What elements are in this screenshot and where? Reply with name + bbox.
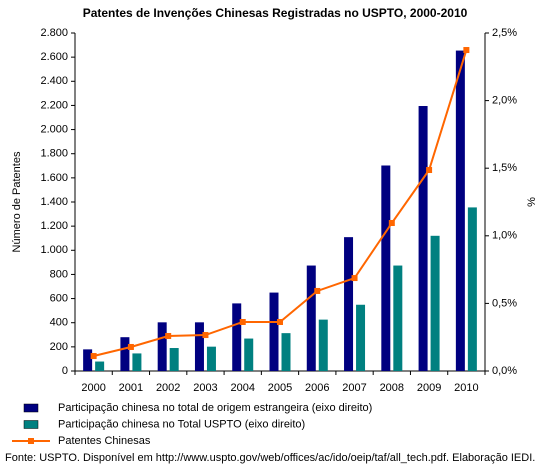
bar [120, 337, 130, 371]
y-tick-label: 2.800 [40, 27, 68, 39]
y-tick-label: 2.600 [40, 51, 68, 63]
x-tick-label: 2006 [305, 382, 329, 394]
x-tick-label: 2001 [119, 382, 143, 394]
bar [344, 237, 354, 371]
bar [169, 348, 179, 371]
legend-label: Participação chinesa no Total USPTO (eix… [58, 418, 305, 430]
bar [244, 338, 254, 371]
y-tick-label: 2.400 [40, 75, 68, 87]
y-tick-label: 1.800 [40, 148, 68, 160]
legend-swatch [28, 438, 34, 444]
x-tick-label: 2000 [81, 382, 105, 394]
bar [206, 346, 216, 371]
legend-swatch [23, 420, 39, 429]
x-tick-label: 2009 [417, 382, 441, 394]
line-marker [314, 287, 321, 294]
line-marker [351, 275, 358, 282]
line-marker [90, 353, 97, 360]
line-marker [426, 167, 433, 174]
y-tick-label: 2.000 [40, 123, 68, 135]
y-axis-label: Número de Patentes [11, 151, 23, 252]
legend-label: Participação chinesa no total de origem … [58, 402, 372, 414]
source-note: Fonte: USPTO. Disponível em http://www.u… [5, 452, 535, 464]
legend-label: Patentes Chinesas [58, 435, 151, 447]
bar [95, 361, 105, 371]
line-series [93, 49, 468, 358]
y2-tick-label: 2,0% [492, 95, 517, 107]
chart-title: Patentes de Invenções Chinesas Registrad… [83, 6, 468, 20]
y-tick-label: 1.400 [40, 196, 68, 208]
y-tick-label: 0 [62, 365, 68, 377]
bar [269, 292, 279, 371]
y-tick-label: 1.200 [40, 220, 68, 232]
x-tick-label: 2005 [268, 382, 292, 394]
bar [418, 106, 428, 372]
x-tick-label: 2007 [342, 382, 366, 394]
y-tick-label: 2.200 [40, 99, 68, 111]
line-marker [127, 343, 134, 350]
line-marker [463, 47, 470, 54]
y-tick-label: 400 [50, 317, 68, 329]
bar [381, 165, 391, 371]
bar [393, 265, 403, 371]
y-tick-label: 200 [50, 341, 68, 353]
bar [455, 50, 465, 372]
line-marker [277, 318, 283, 325]
bar [306, 265, 316, 371]
line-marker [202, 332, 209, 339]
bar [232, 303, 242, 371]
bar [194, 322, 204, 371]
x-tick-label: 2008 [380, 382, 404, 394]
y-tick-label: 600 [50, 292, 68, 304]
line-marker [388, 220, 395, 227]
line-marker [239, 318, 246, 325]
y2-tick-label: 0,5% [492, 297, 517, 309]
bar [83, 349, 93, 371]
y2-tick-label: 0,0% [492, 365, 517, 377]
y-tick-label: 1.000 [40, 244, 68, 256]
y2-axis-label: % [526, 197, 538, 207]
x-tick-label: 2004 [230, 382, 254, 394]
bar [430, 235, 440, 371]
x-tick-label: 2010 [454, 382, 478, 394]
y-tick-label: 1.600 [40, 172, 68, 184]
x-tick-label: 2003 [193, 382, 217, 394]
bar [132, 353, 142, 371]
x-tick-label: 2002 [156, 382, 180, 394]
bar [281, 333, 291, 371]
line-marker [165, 332, 172, 339]
y-tick-label: 800 [50, 268, 68, 280]
y2-tick-label: 1,5% [492, 162, 517, 174]
bar [157, 322, 167, 371]
y2-tick-label: 2,5% [492, 27, 517, 39]
y2-tick-label: 1,0% [492, 230, 517, 242]
bar [467, 207, 477, 371]
legend-swatch [23, 403, 39, 413]
bar [318, 319, 328, 371]
bar [356, 304, 366, 371]
